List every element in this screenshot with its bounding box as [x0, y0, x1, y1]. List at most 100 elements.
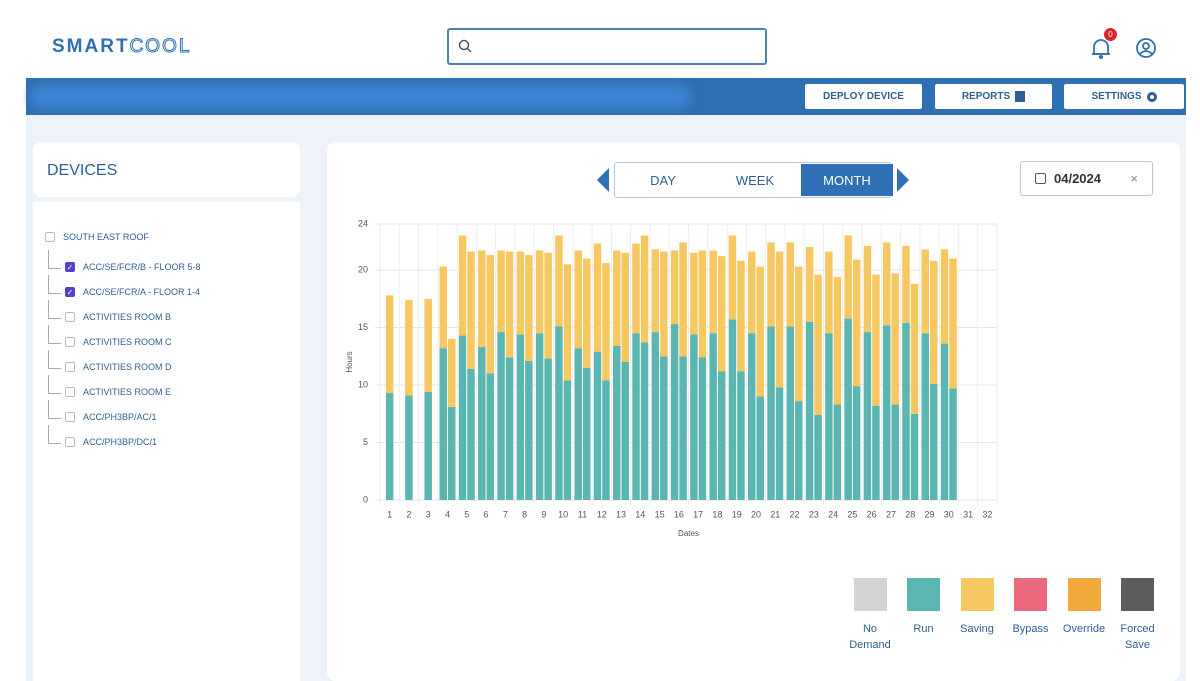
search-box[interactable]	[447, 28, 767, 65]
checkbox	[65, 337, 75, 347]
run-segment	[439, 348, 447, 500]
x-tick-label: 8	[522, 509, 527, 519]
run-segment	[679, 356, 687, 500]
tree-item[interactable]: ACTIVITIES ROOM B	[65, 312, 171, 322]
legend-label: Saving	[960, 623, 994, 635]
device-label: ACC/SE/FCR/A - FLOOR 1-4	[83, 287, 201, 297]
y-axis-label: Hours	[345, 351, 354, 372]
run-segment	[814, 414, 822, 500]
saving-segment	[717, 256, 726, 372]
saving-segment	[949, 258, 957, 389]
reports-button[interactable]: REPORTS	[935, 84, 1052, 109]
tree-item[interactable]: ACC/PH3BP/DC/1	[65, 437, 157, 447]
device-label: ACC/PH3BP/DC/1	[83, 437, 158, 447]
checkbox	[65, 387, 75, 397]
run-segment	[775, 387, 784, 500]
saving-segment	[690, 252, 698, 335]
saving-segment	[563, 264, 572, 381]
legend-swatch	[1067, 578, 1101, 611]
x-axis-label: Dates	[678, 529, 699, 538]
x-tick-label: 3	[426, 509, 431, 519]
tab-arrows	[597, 168, 909, 192]
x-tick-label: 23	[809, 509, 819, 519]
run-segment	[698, 357, 707, 500]
run-segment	[613, 345, 621, 500]
run-segment	[717, 371, 726, 500]
saving-segment	[505, 251, 514, 358]
saving-segment	[458, 235, 467, 336]
checkbox: ✓	[65, 287, 75, 297]
tree-item[interactable]: ACC/PH3BP/AC/1	[65, 412, 157, 422]
saving-segment	[447, 339, 456, 407]
x-tick-label: 26	[867, 509, 877, 519]
legend-label: Run	[913, 623, 934, 635]
legend-item: No Demand	[840, 578, 900, 653]
tree-item[interactable]: ACTIVITIES ROOM C	[65, 337, 172, 347]
tree-item[interactable]: ACTIVITIES ROOM E	[65, 387, 171, 397]
run-segment	[786, 326, 795, 500]
x-tick-label: 22	[790, 509, 800, 519]
run-segment	[863, 332, 872, 500]
x-tick-label: 32	[982, 509, 992, 519]
tree-connector	[48, 325, 61, 344]
run-segment	[737, 371, 745, 500]
saving-segment	[613, 250, 621, 346]
run-segment	[458, 335, 467, 500]
run-segment	[447, 406, 456, 500]
run-segment	[574, 348, 582, 500]
settings-button[interactable]: SETTINGS	[1064, 84, 1184, 109]
run-segment	[505, 357, 514, 500]
y-tick-label: 0	[363, 494, 368, 504]
date-picker[interactable]: 04/2024 ×	[1020, 161, 1153, 196]
x-tick-label: 15	[655, 509, 665, 519]
saving-segment	[660, 251, 668, 357]
x-tick-label: 1	[387, 509, 392, 519]
clear-date[interactable]: ×	[1130, 171, 1138, 186]
tab[interactable]: WEEK	[735, 172, 775, 188]
prev-arrow[interactable]	[597, 168, 609, 192]
reports-label: REPORTS	[961, 91, 1011, 102]
run-segment	[833, 404, 842, 500]
saving-segment	[910, 283, 919, 414]
legend-item: Override	[1054, 578, 1114, 637]
legend-swatch	[1014, 578, 1047, 611]
next-arrow[interactable]	[897, 168, 909, 192]
saving-segment	[640, 235, 649, 343]
x-tick-label: 2	[406, 509, 411, 519]
run-segment	[690, 334, 698, 500]
saving-segment	[602, 263, 610, 381]
saving-segment	[930, 260, 938, 384]
tree-connector	[48, 350, 61, 369]
tree-connector	[48, 400, 61, 419]
run-segment	[516, 334, 525, 500]
y-tick-label: 15	[358, 322, 368, 332]
saving-segment	[728, 235, 737, 320]
tree-item[interactable]: SOUTH EAST ROOF	[45, 232, 149, 242]
x-tick-label: 24	[828, 509, 838, 519]
saving-segment	[747, 251, 756, 334]
device-label: ACC/SE/FCR/B - FLOOR 5-8	[83, 262, 201, 272]
notifications[interactable]: 0	[1090, 28, 1117, 60]
tab[interactable]: MONTH	[801, 164, 893, 196]
checkbox	[65, 437, 75, 447]
tree-item[interactable]: ACTIVITIES ROOM D	[65, 362, 172, 372]
x-tick-label: 28	[905, 509, 915, 519]
legend-swatch	[853, 578, 887, 611]
x-tick-label: 9	[541, 509, 546, 519]
saving-segment	[632, 243, 640, 334]
logo-light: COOL	[129, 36, 192, 58]
deploy-button[interactable]: DEPLOY DEVICE	[805, 84, 922, 109]
user-icon[interactable]	[1135, 37, 1157, 59]
x-tick-label: 7	[503, 509, 508, 519]
tree-item[interactable]: ✓ ACC/SE/FCR/B - FLOOR 5-8	[65, 262, 201, 272]
saving-segment	[737, 260, 745, 372]
device-label: ACTIVITIES ROOM D	[83, 362, 172, 372]
tree-item[interactable]: ✓ ACC/SE/FCR/A - FLOOR 1-4	[65, 287, 200, 297]
saving-segment	[670, 250, 679, 325]
saving-segment	[439, 266, 447, 349]
run-segment	[478, 347, 486, 500]
y-tick-label: 10	[358, 379, 368, 389]
run-segment	[872, 405, 880, 500]
tab[interactable]: DAY	[650, 172, 676, 188]
settings-icon	[1146, 91, 1157, 102]
